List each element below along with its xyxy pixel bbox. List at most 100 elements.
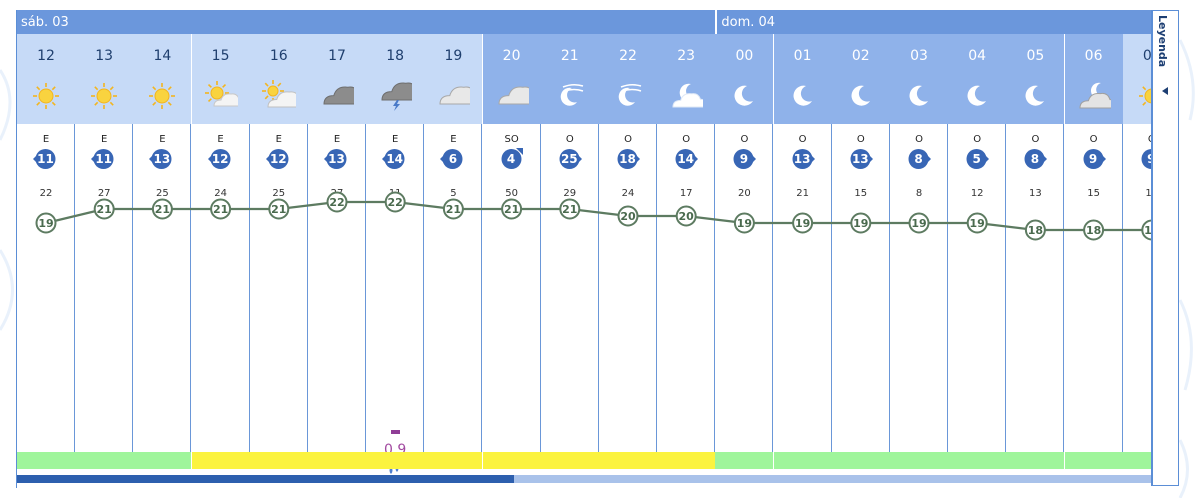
temperature-point: 21 bbox=[210, 198, 232, 220]
wind-speed-badge: 13 bbox=[324, 147, 349, 171]
wind-speed-badge: 13 bbox=[790, 147, 815, 171]
hour-header bbox=[191, 34, 250, 124]
hour-label: 16 bbox=[269, 48, 288, 64]
wind-gust-value: 5 bbox=[450, 188, 457, 199]
hour-label: 19 bbox=[444, 48, 463, 64]
moon-icon bbox=[786, 79, 820, 113]
legend-tab[interactable]: Leyenda bbox=[1151, 10, 1179, 486]
wind-direction: O bbox=[624, 134, 632, 145]
wind-arrow-icon bbox=[559, 149, 582, 169]
temperature-value: 21 bbox=[562, 203, 577, 216]
horizontal-scrollbar-thumb[interactable] bbox=[17, 475, 514, 483]
hour-column: 13 E 11 27 bbox=[75, 34, 134, 469]
wind-arrow-icon bbox=[440, 149, 463, 169]
expand-arrow-icon[interactable] bbox=[1162, 87, 1168, 95]
hour-column: 18E14110.9 bbox=[366, 34, 427, 474]
moon-icon bbox=[727, 79, 761, 113]
hour-header bbox=[482, 34, 541, 124]
wind-direction: O bbox=[856, 134, 865, 145]
wind-speed-badge: 9 bbox=[1139, 147, 1152, 171]
wind-speed-value: 14 bbox=[677, 152, 695, 166]
wind-direction: O bbox=[915, 134, 923, 145]
wind-direction: E bbox=[42, 134, 50, 145]
temperature-value: 21 bbox=[155, 203, 170, 216]
hour-column: 14 E 13 25 bbox=[133, 34, 192, 469]
condition-strip-green bbox=[17, 452, 75, 469]
wind-speed-badge: 12 bbox=[207, 147, 233, 171]
day-header: dom. 04 bbox=[715, 10, 1152, 34]
wind-speed-badge: 18 bbox=[615, 147, 640, 171]
moon-icon bbox=[844, 79, 878, 113]
hour-header bbox=[308, 34, 366, 124]
wind-speed-badge: 8 bbox=[1022, 147, 1048, 171]
hour-label: 05 bbox=[1026, 48, 1045, 64]
wind-speed-value: 11 bbox=[95, 152, 113, 166]
legend-label: Leyenda bbox=[1156, 15, 1169, 68]
hour-label: 12 bbox=[37, 48, 55, 64]
wind-speed-value: 12 bbox=[211, 152, 229, 166]
hour-label: 20 bbox=[502, 48, 521, 64]
wind-direction: O bbox=[682, 134, 691, 145]
temperature-value: 21 bbox=[97, 203, 112, 216]
wind-gust-value: 13 bbox=[1029, 188, 1042, 199]
wind-speed-value: 5 bbox=[972, 152, 981, 166]
hour-label: 22 bbox=[619, 48, 637, 64]
moon-icon bbox=[902, 79, 936, 113]
hour-column: 03 O 8 8 bbox=[890, 34, 948, 469]
wind-speed-value: 8 bbox=[914, 152, 923, 166]
wind-gust-value: 50 bbox=[505, 188, 518, 199]
condition-strip-yellow bbox=[249, 452, 308, 469]
sun-icon bbox=[29, 79, 63, 113]
temperature-value: 18 bbox=[1144, 224, 1152, 237]
hour-column: 04 O 5 12 bbox=[948, 34, 1007, 469]
wind-speed-value: 9 bbox=[1139, 147, 1152, 171]
hour-column: 22 O 18 24 bbox=[599, 34, 657, 469]
sun-cloud-icon bbox=[204, 79, 246, 113]
wind-direction: E bbox=[159, 134, 166, 145]
hour-label: 03 bbox=[910, 48, 928, 64]
wind-speed-badge: 8 bbox=[906, 147, 931, 171]
temperature-value: 22 bbox=[329, 196, 344, 209]
temperature-value: 21 bbox=[446, 203, 461, 216]
wind-speed-badge: 25 bbox=[557, 147, 582, 171]
wind-arrow-icon bbox=[1083, 149, 1106, 169]
temperature-value: 21 bbox=[213, 203, 228, 216]
wind-gust-value: 15 bbox=[854, 188, 868, 199]
hour-header bbox=[599, 34, 657, 124]
wind-speed-value: 9 bbox=[1088, 152, 1098, 166]
hour-column: 02 O 13 15 bbox=[831, 34, 890, 469]
wind-arrow-icon bbox=[1141, 149, 1152, 169]
hour-label: 14 bbox=[153, 48, 172, 64]
wind-direction: E bbox=[217, 134, 224, 145]
temperature-value: 18 bbox=[1086, 224, 1101, 237]
hour-header bbox=[1122, 34, 1152, 124]
wind-speed-value: 9 bbox=[739, 152, 749, 166]
wind-direction: SO bbox=[504, 134, 519, 145]
condition-strip-green bbox=[133, 452, 192, 469]
condition-strip-yellow bbox=[191, 452, 250, 469]
wind-speed-badge: 11 bbox=[91, 147, 116, 171]
wind-arrow-icon bbox=[850, 149, 873, 169]
condition-strip-green bbox=[1006, 452, 1065, 469]
temperature-value: 19 bbox=[970, 217, 985, 230]
wind-direction: O bbox=[1123, 134, 1152, 145]
hour-column: 17E1327 bbox=[308, 34, 368, 469]
wind-arrow-icon bbox=[149, 149, 172, 169]
wind-speed-badge: 9 bbox=[1081, 147, 1106, 171]
wind-speed-value: 13 bbox=[793, 152, 811, 166]
wind-gust-value: 8 bbox=[915, 188, 923, 199]
wind-gust-value: 20 bbox=[738, 188, 751, 199]
hour-column: 12 E 11 22 bbox=[17, 34, 75, 469]
hour-header bbox=[831, 34, 890, 124]
temperature-value: 22 bbox=[388, 196, 403, 209]
wind-direction: E bbox=[450, 134, 457, 145]
hour-column: 16 E 12 25 bbox=[249, 34, 308, 469]
condition-strip-green bbox=[831, 452, 890, 469]
horizontal-scrollbar-track[interactable] bbox=[17, 475, 1152, 483]
sun-icon bbox=[87, 79, 121, 113]
hour-header bbox=[424, 34, 483, 124]
hour-label: 13 bbox=[95, 48, 114, 64]
wind-speed-badge: 12 bbox=[265, 147, 291, 171]
wind-direction: E bbox=[333, 134, 341, 145]
wind-arrow-icon bbox=[733, 149, 757, 169]
